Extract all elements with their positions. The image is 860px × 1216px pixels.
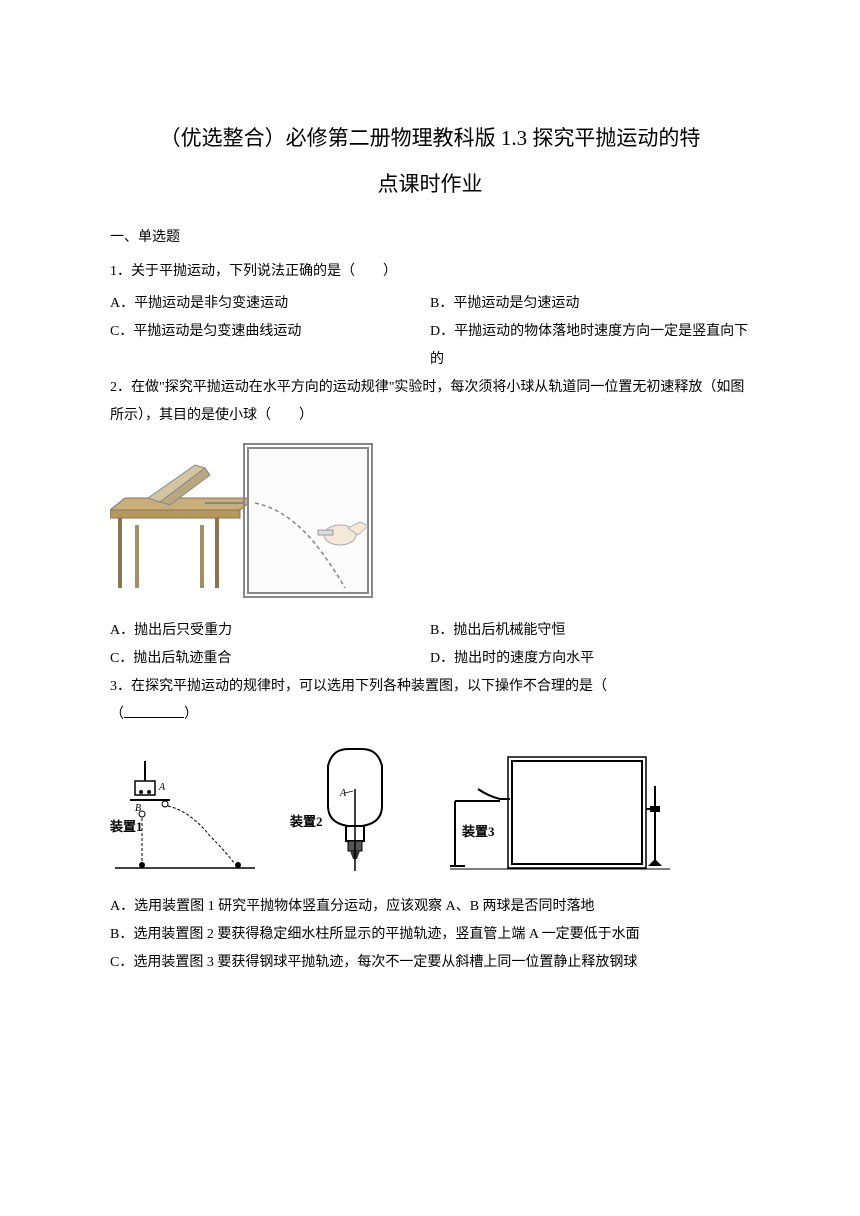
q3-device-1: A B 装置1 — [110, 756, 260, 881]
q3-device2-svg: A 装置2 — [290, 741, 420, 876]
q1-option-b: B．平抛运动是匀速运动 — [430, 290, 750, 318]
q2-stem: 2．在做"探究平抛运动在水平方向的运动规律"实验时，每次须将小球从轨道同一位置无… — [110, 374, 750, 430]
q2-figure — [110, 440, 750, 605]
q2-row-cd: C．抛出后轨迹重合 D．抛出时的速度方向水平 — [110, 645, 750, 673]
q1-row-cd: C．平抛运动是匀变速曲线运动 D．平抛运动的物体落地时速度方向一定是竖直向下的 — [110, 318, 750, 374]
section-heading: 一、单选题 — [110, 224, 750, 252]
q1-option-c: C．平抛运动是匀变速曲线运动 — [110, 318, 430, 374]
title-line-2: 点课时作业 — [110, 166, 750, 204]
q1-option-a: A．平抛运动是非匀变速运动 — [110, 290, 430, 318]
q3-figures: A B 装置1 A — [110, 741, 750, 881]
q3-option-a: A．选用装置图 1 研究平抛物体竖直分运动，应该观察 A、B 两球是否同时落地 — [110, 893, 750, 921]
device2-label-text: 装置2 — [290, 814, 323, 829]
q3-device3-svg: 装置3 — [450, 751, 670, 876]
q1-option-d: D．平抛运动的物体落地时速度方向一定是竖直向下的 — [430, 318, 750, 374]
q3-stem: 3．在探究平抛运动的规律时，可以选用下列各种装置图，以下操作不合理的是（ （） — [110, 673, 750, 729]
q2-row-ab: A．抛出后只受重力 B．抛出后机械能守恒 — [110, 617, 750, 645]
q3-option-c: C．选用装置图 3 要获得钢球平抛轨迹，每次不一定要从斜槽上同一位置静止释放钢球 — [110, 949, 750, 977]
q3-device-3: 装置3 — [450, 751, 670, 881]
q3-blank — [124, 704, 184, 718]
q1-stem: 1．关于平抛运动，下列说法正确的是（ ） — [110, 258, 750, 286]
q2-option-a: A．抛出后只受重力 — [110, 617, 430, 645]
title-line-1: （优选整合）必修第二册物理教科版 1.3 探究平抛运动的特 — [110, 120, 750, 158]
q2-option-d: D．抛出时的速度方向水平 — [430, 645, 750, 673]
q3-stem-suffix: ） — [184, 707, 198, 722]
q3-device-2: A 装置2 — [290, 741, 420, 881]
q2-diagram-svg — [110, 440, 390, 600]
device1-label-b: B — [135, 803, 141, 814]
device3-label-text: 装置3 — [461, 824, 495, 839]
q2-option-c: C．抛出后轨迹重合 — [110, 645, 430, 673]
q3-device1-svg: A B 装置1 — [110, 756, 260, 876]
device1-label-a: A — [158, 782, 166, 793]
q3-stem-prefix: 3．在探究平抛运动的规律时，可以选用下列各种装置图，以下操作不合理的是（ — [110, 679, 607, 694]
device2-label-a: A — [339, 788, 347, 799]
q2-option-b: B．抛出后机械能守恒 — [430, 617, 750, 645]
q1-row-ab: A．平抛运动是非匀变速运动 B．平抛运动是匀速运动 — [110, 290, 750, 318]
q3-option-b: B．选用装置图 2 要获得稳定细水柱所显示的平抛轨迹，竖直管上端 A 一定要低于… — [110, 921, 750, 949]
device1-label-text: 装置1 — [110, 819, 143, 834]
